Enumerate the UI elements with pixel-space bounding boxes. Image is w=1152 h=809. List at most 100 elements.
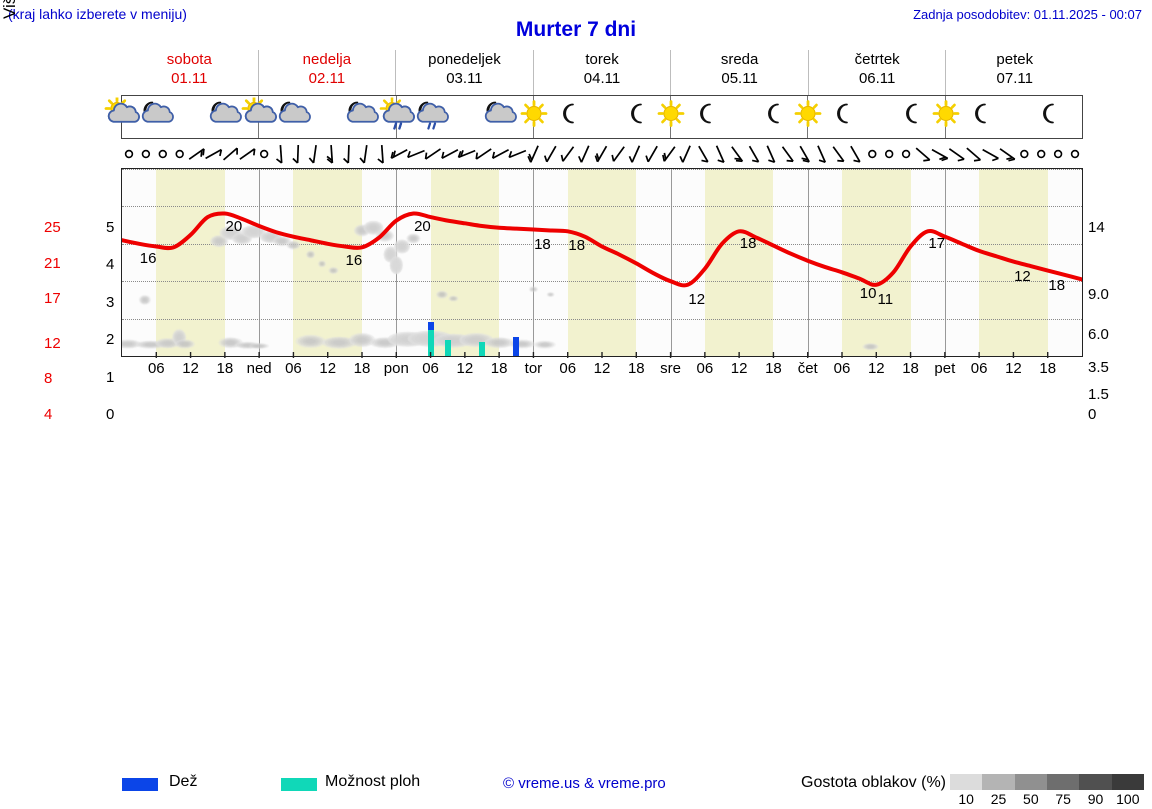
cloud-height-axis-title: Višina oblakov (km) bbox=[0, 0, 20, 40]
showers-legend-label: Možnost ploh bbox=[325, 773, 420, 791]
precip-tick-2: 3 bbox=[106, 294, 114, 311]
temp-label-8: 10 bbox=[860, 285, 877, 302]
moon-icon bbox=[960, 98, 1000, 132]
last-updated: Zadnja posodobitev: 01.11.2025 - 00:07 bbox=[913, 7, 1142, 22]
sun-icon bbox=[788, 98, 828, 132]
cloud-density-tick-1: 25 bbox=[991, 791, 1007, 807]
temp-tick-0: 25 bbox=[44, 219, 61, 236]
cloud-density-tick-4: 90 bbox=[1088, 791, 1104, 807]
moon-icon bbox=[753, 98, 793, 132]
temp-label-12: 18 bbox=[1048, 277, 1065, 294]
day-date: 01.11 bbox=[121, 69, 258, 88]
xtick-9: 12 bbox=[457, 360, 474, 377]
temperature-curve bbox=[122, 169, 1082, 356]
copyright-text: © vreme.us & vreme.pro bbox=[503, 775, 666, 792]
moon-cloud-icon bbox=[204, 98, 244, 132]
moon-cloud-icon bbox=[479, 98, 519, 132]
xtick-25: 12 bbox=[1005, 360, 1022, 377]
xtick-2: 18 bbox=[217, 360, 234, 377]
xtick-23: pet bbox=[934, 360, 955, 377]
xtick-10: 18 bbox=[491, 360, 508, 377]
xtick-11: tor bbox=[525, 360, 543, 377]
sun-icon bbox=[514, 98, 554, 132]
moon-icon bbox=[1028, 98, 1068, 132]
weather-icon-row bbox=[121, 95, 1083, 139]
xtick-15: sre bbox=[660, 360, 681, 377]
day-name: ponedeljek bbox=[396, 50, 533, 69]
day-date: 07.11 bbox=[946, 69, 1083, 88]
day-name: četrtek bbox=[809, 50, 946, 69]
temp-label-6: 12 bbox=[688, 291, 705, 308]
xtick-5: 12 bbox=[319, 360, 336, 377]
cloud-density-tick-2: 50 bbox=[1023, 791, 1039, 807]
icon-day-4 bbox=[670, 96, 807, 138]
moon-cloud-icon bbox=[136, 98, 176, 132]
icon-day-5 bbox=[807, 96, 944, 138]
cloud-density-legend-label: Gostota oblakov (%) bbox=[801, 774, 946, 792]
icon-day-2 bbox=[396, 96, 533, 138]
xtick-20: 06 bbox=[834, 360, 851, 377]
moon-icon bbox=[822, 98, 862, 132]
cloud-density-tick-3: 75 bbox=[1055, 791, 1071, 807]
day-date: 06.11 bbox=[809, 69, 946, 88]
temp-label-11: 12 bbox=[1014, 268, 1031, 285]
xtick-12: 06 bbox=[559, 360, 576, 377]
temp-label-0: 16 bbox=[140, 250, 157, 267]
forecast-plot: 1620162018181218101117121813 bbox=[121, 168, 1083, 357]
cloud-density-tick-5: 100 bbox=[1116, 791, 1139, 807]
icon-day-0 bbox=[122, 96, 258, 138]
precip-tick-3: 2 bbox=[106, 331, 114, 348]
precip-tick-4: 1 bbox=[106, 369, 114, 386]
xtick-22: 18 bbox=[902, 360, 919, 377]
temp-tick-1: 21 bbox=[44, 255, 61, 272]
day-name: torek bbox=[534, 50, 671, 69]
temp-label-10: 17 bbox=[928, 235, 945, 252]
moon-icon bbox=[548, 98, 588, 132]
sun-cloud-rain-icon bbox=[377, 98, 417, 132]
moon-cloud-icon bbox=[273, 98, 313, 132]
day-name: petek bbox=[946, 50, 1083, 69]
precip-tick-1: 4 bbox=[106, 256, 114, 273]
wind-barbs bbox=[121, 140, 1083, 168]
icon-day-3 bbox=[533, 96, 670, 138]
day-name: nedelja bbox=[259, 50, 396, 69]
temp-tick-2: 17 bbox=[44, 290, 61, 307]
xtick-4: 06 bbox=[285, 360, 302, 377]
icon-day-6 bbox=[945, 96, 1082, 138]
temp-label-9: 11 bbox=[877, 291, 893, 308]
cloud-density-swatch-5 bbox=[1112, 774, 1144, 790]
sun-cloud-icon bbox=[102, 98, 142, 132]
cloud-density-gradient-bar bbox=[950, 774, 1144, 790]
day-date: 05.11 bbox=[671, 69, 808, 88]
cloud-density-swatch-4 bbox=[1079, 774, 1111, 790]
cloud-tick-1: 9.0 bbox=[1088, 286, 1109, 303]
rain-legend-label: Dež bbox=[169, 773, 197, 791]
xtick-24: 06 bbox=[971, 360, 988, 377]
temp-label-2: 16 bbox=[346, 252, 363, 269]
sun-icon bbox=[651, 98, 691, 132]
xtick-8: 06 bbox=[422, 360, 439, 377]
xtick-3: ned bbox=[247, 360, 272, 377]
cloud-density-tick-0: 10 bbox=[958, 791, 974, 807]
day-date: 03.11 bbox=[396, 69, 533, 88]
moon-icon bbox=[685, 98, 725, 132]
sun-cloud-icon bbox=[239, 98, 279, 132]
cloud-density-swatch-3 bbox=[1047, 774, 1079, 790]
temp-label-7: 18 bbox=[740, 235, 757, 252]
x-axis-ticks bbox=[121, 352, 1083, 358]
legend: Dež Možnost ploh © vreme.us & vreme.pro … bbox=[0, 386, 1152, 438]
cloud-tick-2: 6.0 bbox=[1088, 326, 1109, 343]
day-date: 04.11 bbox=[534, 69, 671, 88]
xtick-13: 12 bbox=[594, 360, 611, 377]
temp-tick-3: 12 bbox=[44, 335, 61, 352]
moon-icon bbox=[891, 98, 931, 132]
xtick-6: 18 bbox=[354, 360, 371, 377]
temp-tick-4: 8 bbox=[44, 370, 52, 387]
